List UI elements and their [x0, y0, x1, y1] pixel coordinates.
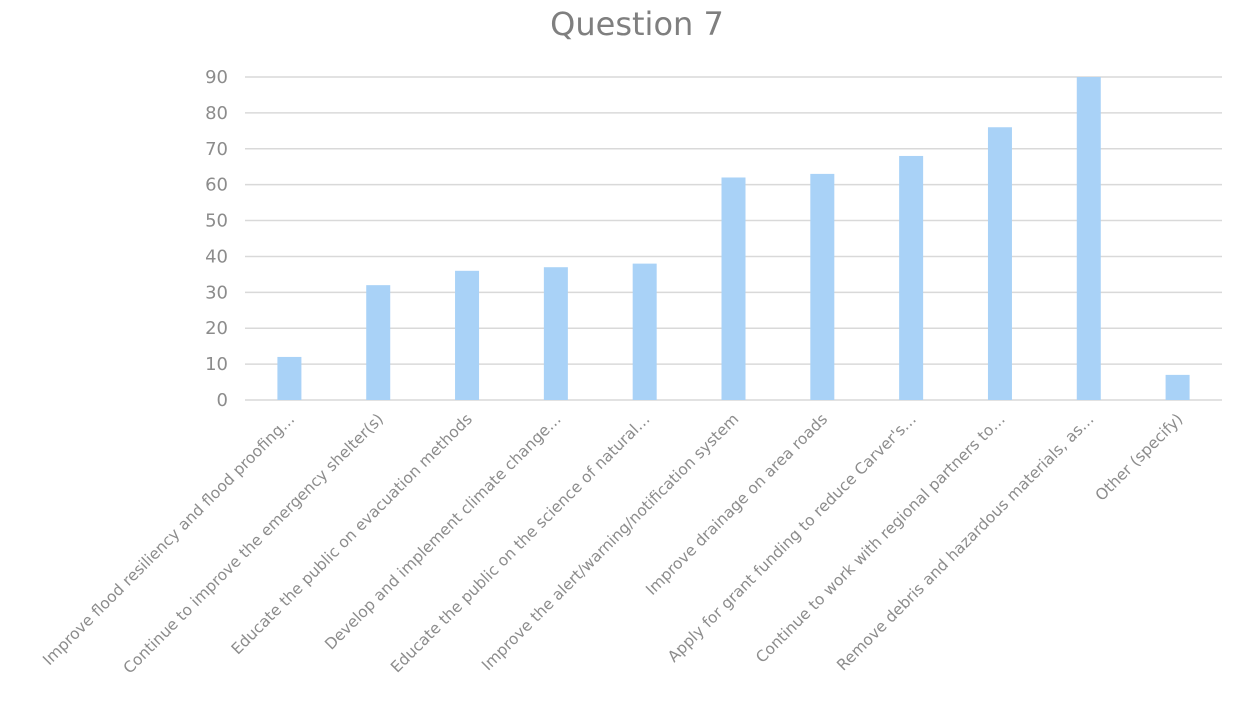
bar — [455, 270, 480, 400]
y-tick-label: 0 — [217, 390, 228, 411]
chart-title: Question 7 — [550, 5, 724, 43]
bar — [543, 267, 568, 400]
y-tick-label: 90 — [205, 67, 228, 88]
bar — [632, 263, 657, 400]
y-tick-label: 10 — [205, 354, 228, 375]
y-axis-tick-labels: 0 10 20 30 40 50 60 70 80 90 — [205, 67, 228, 411]
bar — [810, 173, 835, 400]
y-tick-label: 60 — [205, 175, 228, 196]
bar — [1076, 77, 1101, 400]
y-tick-label: 40 — [205, 246, 228, 267]
bar — [721, 177, 746, 400]
x-axis-category-labels: Improve flood resiliency and flood proof… — [39, 410, 1186, 677]
y-tick-label: 20 — [205, 318, 228, 339]
bar — [987, 127, 1012, 400]
bars — [277, 77, 1190, 400]
y-tick-label: 50 — [205, 211, 228, 232]
x-category-label: Other (specify) — [1092, 410, 1187, 505]
y-tick-label: 70 — [205, 139, 228, 160]
y-tick-label: 80 — [205, 103, 228, 124]
bar — [277, 356, 302, 400]
bar — [366, 285, 391, 400]
bar — [1165, 374, 1190, 400]
y-tick-label: 30 — [205, 282, 228, 303]
bar — [899, 155, 924, 400]
x-category-label: Improve drainage on area roads — [642, 410, 831, 599]
